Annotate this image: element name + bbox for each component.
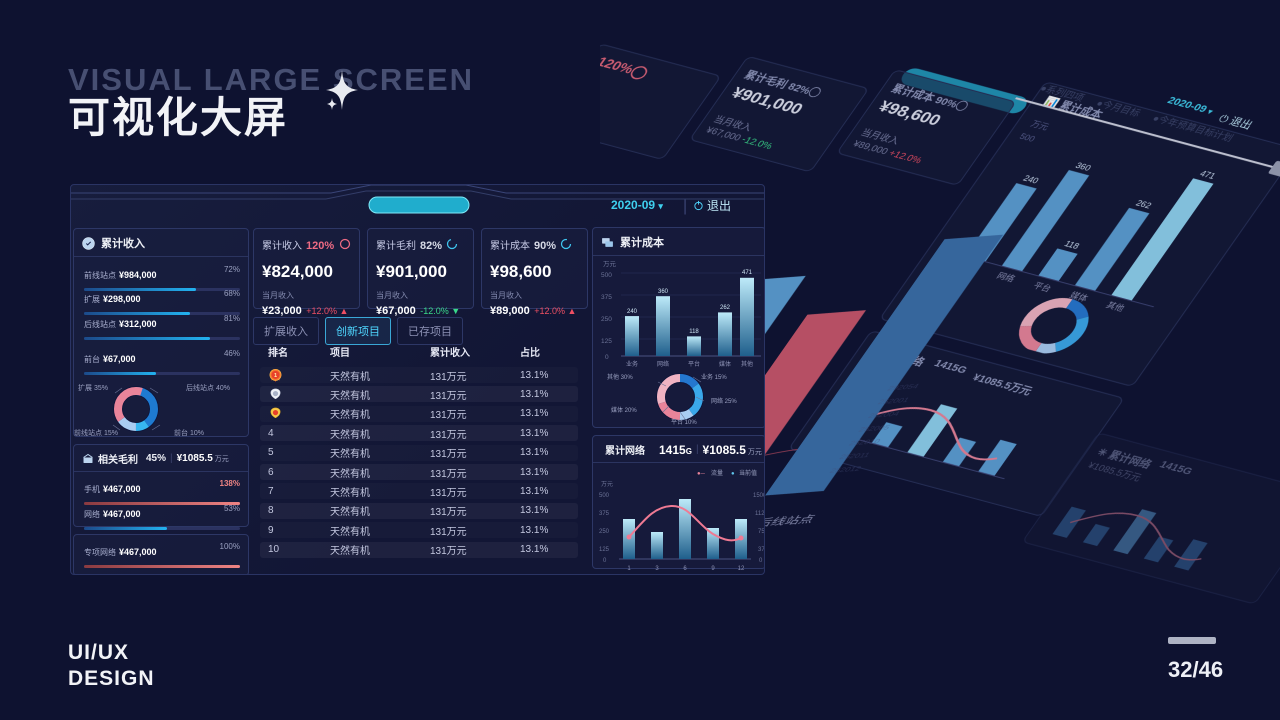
svg-text:375: 375	[599, 511, 610, 517]
svg-text:500: 500	[1018, 131, 1038, 143]
svg-text:250: 250	[601, 316, 612, 323]
svg-text:240: 240	[627, 309, 638, 315]
svg-text:前台 10%: 前台 10%	[174, 428, 204, 437]
svg-text:前线站点: 前线站点	[228, 592, 293, 609]
svg-text:750: 750	[758, 529, 765, 535]
svg-text:流量: 流量	[711, 469, 723, 477]
svg-text:业务 15%: 业务 15%	[701, 373, 727, 381]
svg-text:万元: 万元	[603, 260, 617, 268]
svg-text:250: 250	[599, 529, 610, 535]
svg-text:9: 9	[711, 566, 715, 570]
svg-text:471: 471	[1198, 169, 1218, 181]
svg-text:3: 3	[655, 566, 659, 570]
svg-text:1: 1	[627, 566, 631, 570]
svg-text:其他 30%: 其他 30%	[607, 373, 633, 381]
svg-text:1500: 1500	[753, 493, 765, 499]
svg-text:0: 0	[605, 354, 609, 361]
svg-text:12: 12	[738, 566, 745, 570]
svg-text:500: 500	[599, 493, 610, 499]
svg-text:1: 1	[274, 373, 277, 379]
svg-text:0: 0	[759, 558, 763, 564]
svg-text:262: 262	[1134, 198, 1154, 210]
svg-text:375: 375	[758, 547, 765, 553]
svg-text:0: 0	[603, 558, 607, 564]
svg-text:471: 471	[742, 270, 753, 276]
svg-text:500: 500	[601, 272, 612, 279]
svg-text:240: 240	[1021, 174, 1041, 186]
svg-text:118: 118	[689, 329, 699, 335]
svg-text:262: 262	[720, 305, 731, 311]
svg-text:360: 360	[1074, 160, 1094, 172]
svg-text:125: 125	[601, 338, 612, 345]
svg-text:360: 360	[658, 289, 669, 295]
svg-text:6: 6	[683, 566, 687, 570]
svg-text:当前值: 当前值	[739, 469, 757, 477]
svg-text:后线站点 40%: 后线站点 40%	[186, 383, 230, 392]
svg-text:375: 375	[601, 294, 612, 301]
svg-text:前线站点 15%: 前线站点 15%	[74, 428, 118, 437]
svg-text:1125: 1125	[755, 511, 765, 517]
svg-text:平台 10%: 平台 10%	[671, 418, 697, 426]
svg-text:125: 125	[599, 547, 610, 553]
svg-text:其他: 其他	[1104, 299, 1127, 313]
svg-text:媒体 20%: 媒体 20%	[611, 406, 637, 414]
svg-text:万元: 万元	[1029, 119, 1051, 132]
svg-text:网络 25%: 网络 25%	[711, 397, 737, 405]
svg-text:平台: 平台	[1031, 280, 1054, 294]
svg-text:118: 118	[1062, 239, 1081, 251]
svg-text:万元: 万元	[601, 481, 613, 488]
svg-text:●: ●	[731, 471, 735, 477]
svg-text:扩展 35%: 扩展 35%	[78, 383, 108, 392]
svg-text:●─: ●─	[697, 471, 706, 477]
svg-text:网络: 网络	[995, 270, 1018, 284]
